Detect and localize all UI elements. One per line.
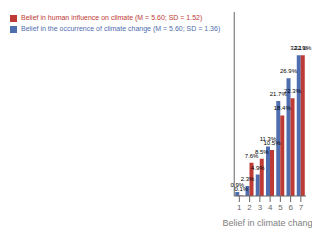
- svg-text:6: 6: [288, 203, 293, 212]
- svg-text:32.1%: 32.1%: [294, 45, 312, 51]
- svg-text:7: 7: [299, 203, 304, 212]
- html-text:Belief in human influence on c: Belief in human influence on climate (M …: [21, 14, 203, 21]
- svg-text:4.9%: 4.9%: [251, 165, 265, 171]
- svg-text:8.5%: 8.5%: [255, 149, 269, 155]
- svg-text:4: 4: [268, 203, 273, 212]
- svg-text:10.5%: 10.5%: [263, 140, 281, 146]
- svg-text:0.1%: 0.1%: [234, 186, 248, 192]
- svg-text:21.7%: 21.7%: [269, 90, 287, 97]
- svg-text:2.3%: 2.3%: [241, 176, 255, 182]
- svg-text:18.4%: 18.4%: [274, 105, 292, 111]
- svg-text:2: 2: [247, 203, 252, 212]
- svg-text:5: 5: [278, 203, 283, 212]
- svg-text:3: 3: [258, 203, 263, 212]
- svg-text:7.6%: 7.6%: [244, 152, 259, 159]
- svg-text:1: 1: [237, 203, 242, 212]
- svg-text:22.3%: 22.3%: [284, 88, 302, 94]
- svg-text:26.9%: 26.9%: [280, 68, 298, 74]
- svg-text:Belief in climate change: Belief in climate change: [223, 218, 312, 228]
- html-text:Belief in the occurrence of cl: Belief in the occurrence of climate chan…: [21, 25, 221, 32]
